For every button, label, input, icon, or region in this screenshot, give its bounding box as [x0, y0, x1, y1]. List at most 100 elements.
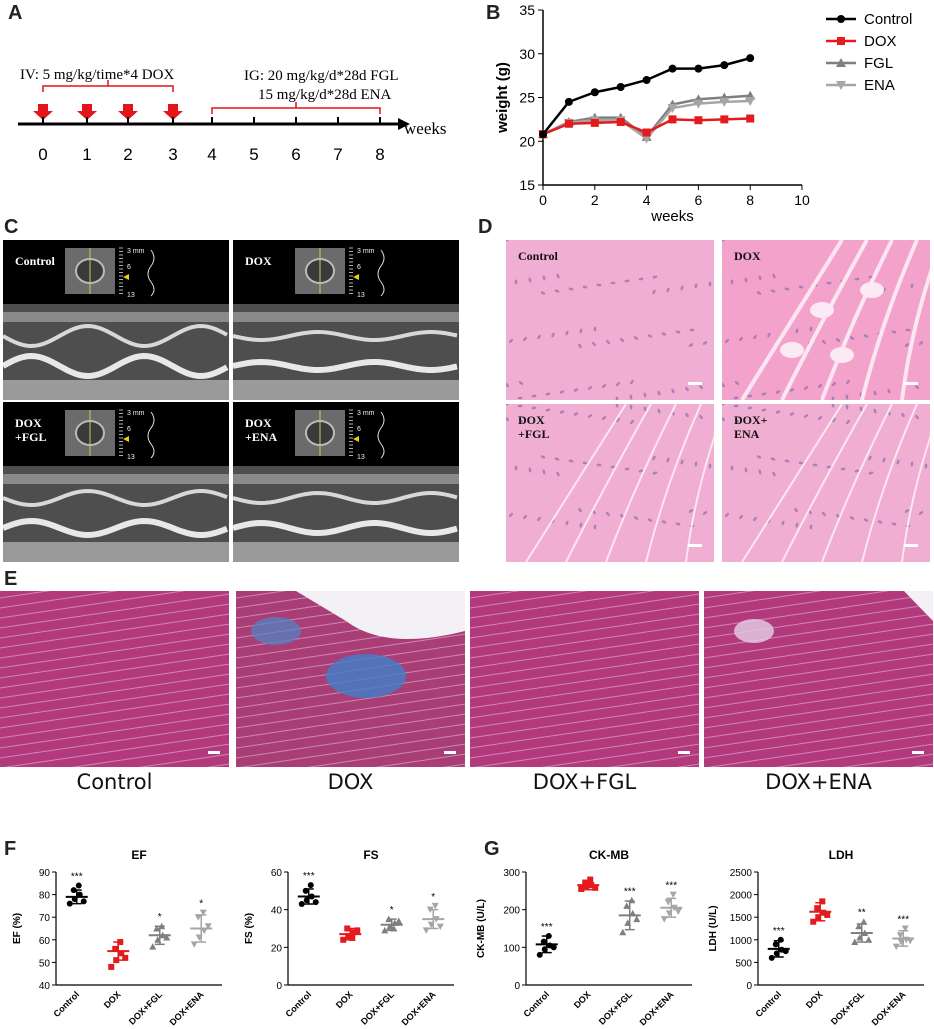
legend-marker: [836, 58, 846, 67]
nucleus: [559, 410, 565, 414]
fiber-streak: [0, 591, 51, 599]
nucleus: [873, 390, 877, 396]
fiber-gap: [645, 404, 702, 562]
nucleus: [725, 512, 729, 518]
data-point: [693, 99, 704, 109]
nucleus: [610, 281, 616, 285]
significance-label: ***: [541, 922, 553, 933]
data-point: [312, 899, 319, 906]
nucleus: [619, 338, 625, 342]
nucleus: [688, 509, 694, 513]
fiber-streak: [704, 643, 933, 679]
data-point: [117, 939, 124, 946]
dose-arrow-icon: [77, 104, 97, 120]
fiber-streak: [470, 591, 656, 619]
data-point: [815, 914, 822, 921]
fiber-streak: [704, 623, 933, 659]
nucleus: [758, 469, 762, 475]
timeline-tick-label: 7: [333, 145, 342, 164]
nucleus: [506, 383, 509, 387]
data-point: [860, 918, 868, 925]
data-point: [642, 76, 651, 84]
data-point: [856, 934, 864, 941]
data-point: [674, 908, 682, 916]
nucleus: [657, 390, 661, 396]
he-label: ENA: [734, 427, 760, 441]
he-texture: DOX: [722, 240, 930, 400]
data-point: [354, 927, 361, 934]
dose-arrow-icon: [118, 104, 138, 120]
fiber-streak: [0, 663, 229, 699]
fiber-streak: [470, 633, 699, 669]
nucleus: [518, 419, 524, 423]
data-point: [80, 898, 87, 905]
data-point: [113, 957, 120, 964]
legend-label: FGL: [864, 55, 893, 72]
legend-label: ENA: [864, 77, 895, 94]
nucleus: [722, 417, 725, 421]
data-point: [422, 927, 430, 934]
nucleus: [551, 332, 555, 338]
masson-caption: DOX+ENA: [765, 770, 872, 794]
fiber-streak: [0, 693, 229, 729]
nucleus: [795, 522, 799, 528]
fiber-streak: [0, 713, 229, 749]
nucleus: [624, 279, 630, 283]
nucleus: [868, 455, 872, 461]
mmode-band: [3, 312, 229, 322]
fiber-streak: [470, 623, 699, 659]
he-image: Control: [506, 240, 714, 400]
fiber-streak: [0, 643, 229, 679]
x-tick-label: DOX: [102, 989, 123, 1010]
y-tick-label: 1000: [730, 936, 753, 947]
nucleus: [694, 461, 698, 467]
nucleus: [854, 277, 860, 281]
nucleus: [592, 341, 596, 347]
echo-graphic: 3 mm 6 13 DOX: [233, 247, 459, 400]
fiber-streak: [470, 613, 699, 649]
nucleus: [537, 334, 541, 340]
mmode-wall-trace: [233, 330, 458, 343]
mmode-band: [3, 542, 229, 562]
fiber-streak: [608, 753, 699, 767]
nucleus: [573, 388, 579, 392]
fiber-streak: [374, 753, 465, 767]
data-point: [855, 922, 863, 930]
nucleus: [587, 386, 593, 390]
data-point: [641, 134, 652, 144]
nucleus: [694, 283, 698, 289]
nucleus: [554, 289, 560, 293]
data-point: [578, 885, 585, 892]
significance-label: *: [390, 905, 394, 916]
nucleus: [772, 273, 776, 279]
x-axis-label: weeks: [650, 208, 694, 225]
nucleus: [565, 330, 569, 336]
fiber-streak: [470, 603, 699, 639]
fiber-streak: [0, 683, 229, 719]
scale-marker-icon: [123, 436, 129, 442]
panel-label-c: C: [4, 216, 19, 238]
nucleus: [772, 471, 776, 477]
nucleus: [680, 459, 684, 465]
fiber-streak: [470, 591, 521, 599]
data-point: [436, 923, 444, 931]
nucleus: [616, 417, 620, 423]
y-tick-label: 60: [271, 868, 283, 879]
nucleus: [675, 330, 681, 334]
fiber-streak: [0, 623, 229, 659]
masson-caption: DOX+FGL: [532, 770, 637, 794]
data-point: [426, 906, 434, 914]
nucleus: [702, 341, 708, 345]
timeline-tick-label: 1: [82, 145, 91, 164]
nucleus: [904, 509, 910, 513]
nucleus: [722, 383, 725, 387]
data-point: [861, 929, 869, 937]
significance-label: **: [858, 908, 866, 919]
nucleus: [633, 336, 639, 340]
nucleus: [661, 520, 667, 524]
x-tick-label: DOX+ENA: [400, 989, 438, 1027]
nucleus: [734, 419, 740, 423]
fiber-streak: [236, 591, 355, 609]
nucleus: [699, 414, 703, 420]
data-point: [550, 944, 557, 951]
